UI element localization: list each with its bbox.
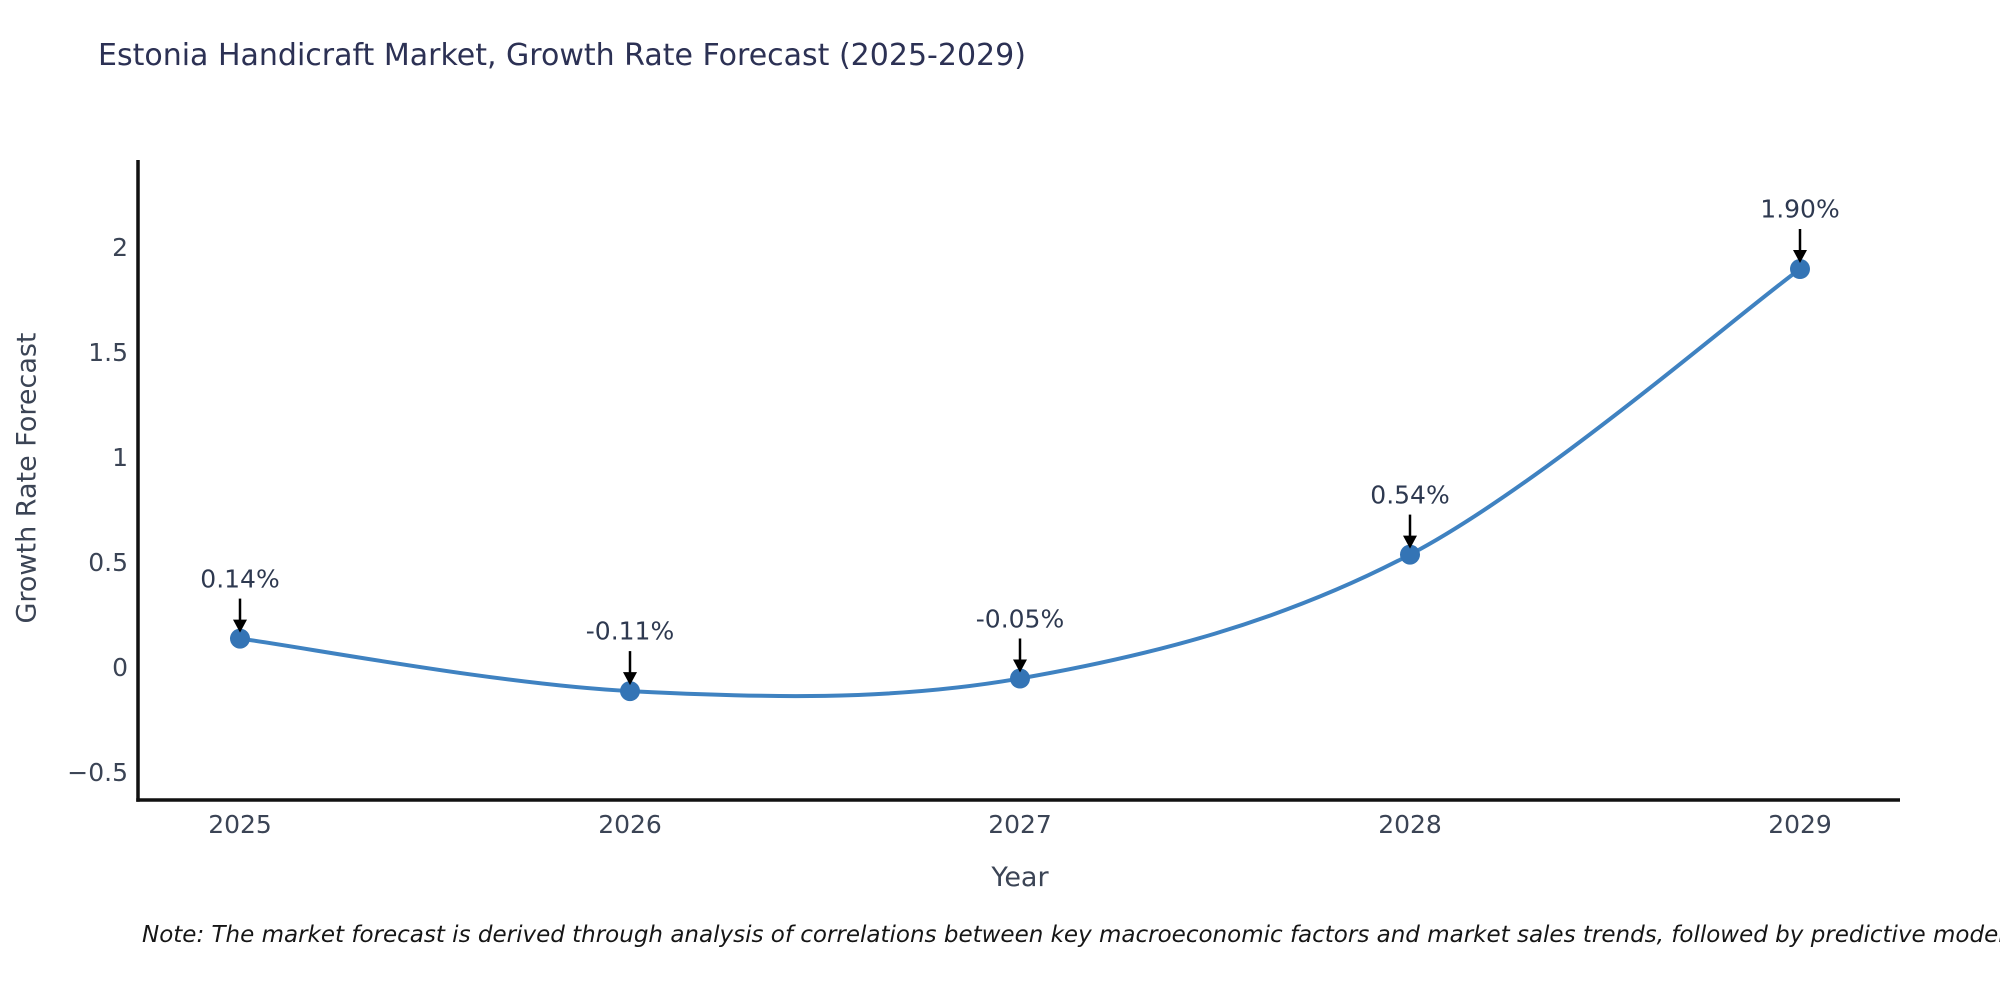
data-point-2028 [1400, 544, 1420, 565]
y-tick-label: 0.5 [88, 548, 128, 577]
annotation-arrow-head [1403, 535, 1417, 549]
y-tick-label: 1.5 [88, 338, 128, 367]
data-point-2026 [620, 681, 640, 702]
y-axis-title: Growth Rate Forecast [11, 332, 43, 624]
point-value-label: 0.14% [200, 564, 280, 594]
x-tick-label: 2029 [1768, 810, 1832, 839]
point-value-label: -0.11% [585, 616, 675, 646]
x-tick-label: 2028 [1378, 810, 1442, 839]
point-value-label: 0.54% [1370, 480, 1450, 510]
y-tick-label: −0.5 [67, 758, 128, 787]
chart-title: Estonia Handicraft Market, Growth Rate F… [98, 38, 1026, 73]
footnote: Note: The market forecast is derived thr… [142, 922, 2000, 948]
y-tick-label: 1 [112, 443, 128, 472]
annotation-arrow-head [233, 619, 247, 633]
x-tick-label: 2025 [208, 810, 272, 839]
data-point-2029 [1790, 259, 1810, 279]
y-tick-label: 2 [112, 233, 128, 262]
x-tick-label: 2026 [598, 810, 662, 839]
point-value-label: -0.05% [975, 604, 1065, 633]
annotation-arrow-head [1793, 250, 1807, 263]
data-point-2025 [230, 628, 250, 649]
annotation-arrow-head [623, 672, 637, 686]
x-tick-label: 2027 [988, 810, 1052, 839]
x-axis-title: Year [991, 862, 1049, 893]
annotation-arrow-head [1013, 659, 1027, 673]
point-value-label: 1.90% [1760, 194, 1840, 224]
data-point-2027 [1010, 668, 1030, 689]
y-tick-label: 0 [112, 653, 128, 682]
trend-line [238, 267, 1802, 699]
